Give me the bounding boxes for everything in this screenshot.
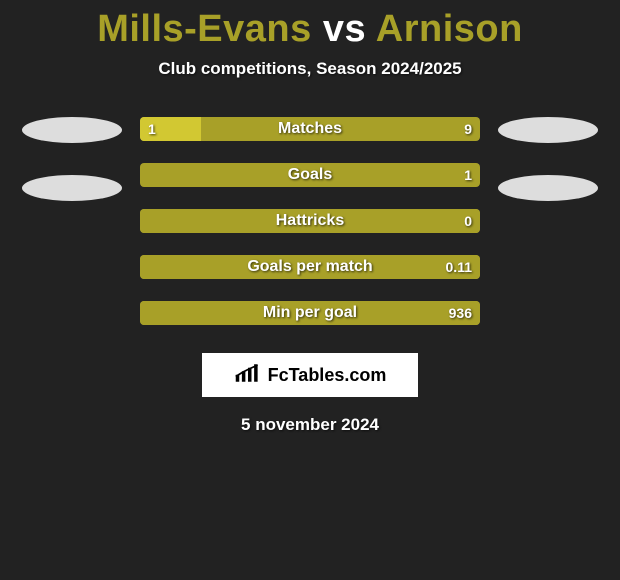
bars-area: Matches19Goals1Hattricks0Goals per match… <box>0 117 620 325</box>
bar-value-right: 9 <box>464 117 472 141</box>
bar-label: Goals per match <box>140 255 480 279</box>
stat-row-4: Min per goal936 <box>140 301 480 325</box>
bar-label: Goals <box>140 163 480 187</box>
stat-row-2: Hattricks0 <box>140 209 480 233</box>
footer-date: 5 november 2024 <box>0 415 620 435</box>
title-mid: vs <box>312 8 376 50</box>
bar-value-right: 936 <box>449 301 472 325</box>
fctables-logo: FcTables.com <box>202 353 418 397</box>
bar-value-right: 0.11 <box>446 255 472 279</box>
left-badges <box>22 117 122 325</box>
bar-value-right: 1 <box>464 163 472 187</box>
right-badge-1 <box>498 117 598 143</box>
bar-value-right: 0 <box>464 209 472 233</box>
logo-text: FcTables.com <box>268 365 387 386</box>
bar-label: Matches <box>140 117 480 141</box>
bar-value-left: 1 <box>148 117 156 141</box>
chart-icon <box>234 362 262 389</box>
stat-row-1: Goals1 <box>140 163 480 187</box>
stat-row-0: Matches1 9 <box>140 117 480 141</box>
title-right: Arnison <box>376 8 523 50</box>
subtitle: Club competitions, Season 2024/2025 <box>0 59 620 79</box>
stat-row-3: Goals per match0.11 <box>140 255 480 279</box>
title-left: Mills-Evans <box>97 8 312 50</box>
bar-label: Min per goal <box>140 301 480 325</box>
comparison-infographic: Mills-Evans vs Arnison Club competitions… <box>0 0 620 580</box>
page-title: Mills-Evans vs Arnison <box>0 0 620 51</box>
right-badges <box>498 117 598 325</box>
left-badge-2 <box>22 175 122 201</box>
bars-column: Matches19Goals1Hattricks0Goals per match… <box>140 117 480 325</box>
left-badge-1 <box>22 117 122 143</box>
bar-label: Hattricks <box>140 209 480 233</box>
right-badge-2 <box>498 175 598 201</box>
